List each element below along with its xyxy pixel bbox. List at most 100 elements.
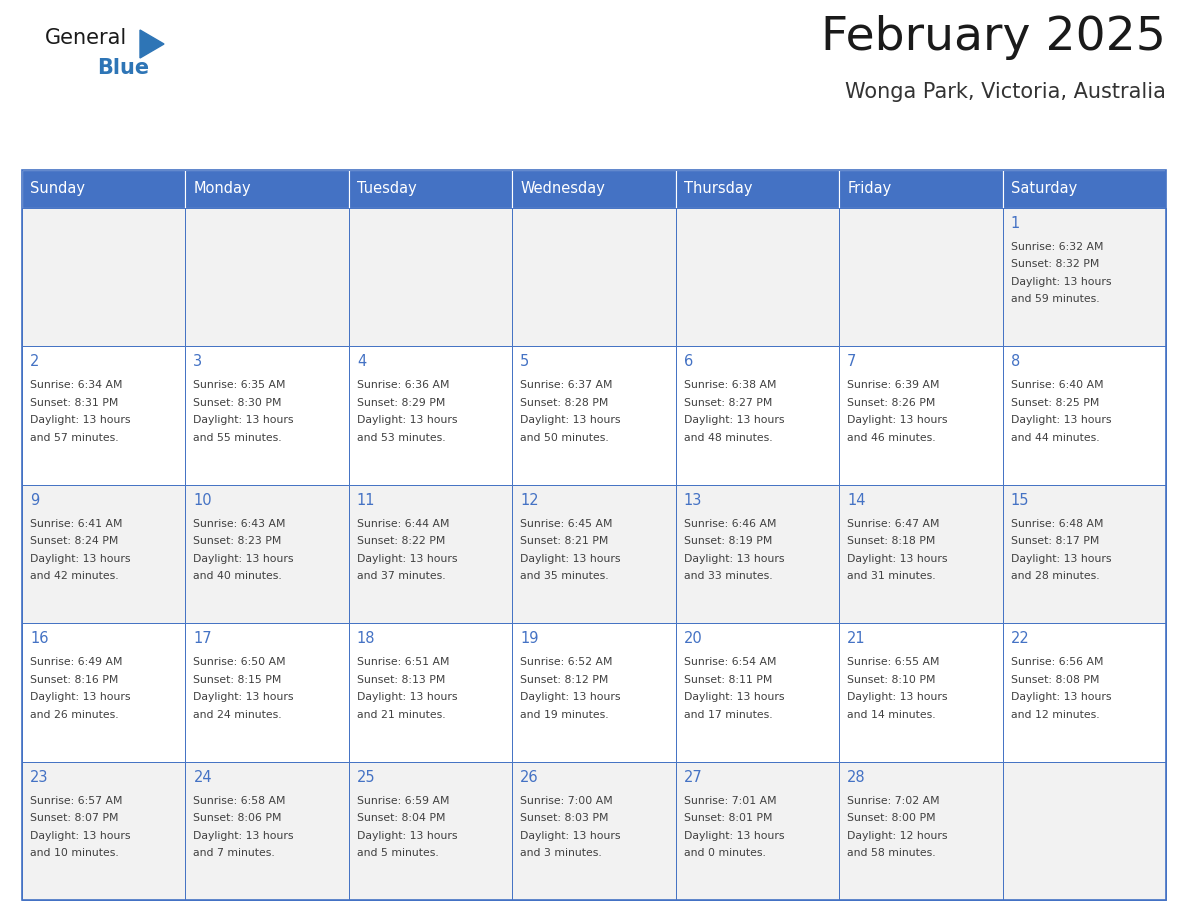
Text: 13: 13: [684, 493, 702, 508]
Text: Daylight: 13 hours: Daylight: 13 hours: [30, 692, 131, 702]
Bar: [349, 623, 512, 762]
Text: Friday: Friday: [847, 182, 891, 196]
Text: and 50 minutes.: and 50 minutes.: [520, 433, 609, 442]
Text: and 12 minutes.: and 12 minutes.: [1011, 710, 1099, 720]
Bar: [23, 208, 185, 346]
Text: Sunrise: 6:46 AM: Sunrise: 6:46 AM: [684, 519, 776, 529]
Text: Daylight: 13 hours: Daylight: 13 hours: [847, 692, 948, 702]
Bar: [23, 346, 185, 485]
Text: and 46 minutes.: and 46 minutes.: [847, 433, 936, 442]
Text: Sunrise: 7:02 AM: Sunrise: 7:02 AM: [847, 796, 940, 806]
Text: 4: 4: [356, 354, 366, 369]
Text: Sunset: 8:04 PM: Sunset: 8:04 PM: [356, 813, 446, 823]
Text: and 19 minutes.: and 19 minutes.: [520, 710, 609, 720]
Text: Sunset: 8:19 PM: Sunset: 8:19 PM: [684, 536, 772, 546]
Bar: [676, 623, 839, 762]
Text: 18: 18: [356, 632, 375, 646]
Text: Sunset: 8:10 PM: Sunset: 8:10 PM: [847, 675, 936, 685]
Text: Sunset: 8:18 PM: Sunset: 8:18 PM: [847, 536, 935, 546]
Text: General: General: [45, 28, 127, 48]
Text: 17: 17: [194, 632, 211, 646]
Bar: [512, 346, 676, 485]
Text: 5: 5: [520, 354, 530, 369]
Bar: [349, 346, 512, 485]
Text: Sunrise: 6:50 AM: Sunrise: 6:50 AM: [194, 657, 286, 667]
Text: and 28 minutes.: and 28 minutes.: [1011, 571, 1099, 581]
Text: Sunrise: 6:40 AM: Sunrise: 6:40 AM: [1011, 380, 1104, 390]
Bar: [1003, 170, 1165, 208]
Text: 6: 6: [684, 354, 693, 369]
Text: 21: 21: [847, 632, 866, 646]
Text: 20: 20: [684, 632, 702, 646]
Text: Sunrise: 6:52 AM: Sunrise: 6:52 AM: [520, 657, 613, 667]
Text: and 0 minutes.: and 0 minutes.: [684, 848, 765, 858]
Text: 23: 23: [30, 769, 49, 785]
Text: Sunrise: 6:45 AM: Sunrise: 6:45 AM: [520, 519, 613, 529]
Text: Sunrise: 7:01 AM: Sunrise: 7:01 AM: [684, 796, 776, 806]
Bar: [23, 623, 185, 762]
Text: 16: 16: [30, 632, 49, 646]
Text: Sunset: 8:17 PM: Sunset: 8:17 PM: [1011, 536, 1099, 546]
Text: Sunset: 8:16 PM: Sunset: 8:16 PM: [30, 675, 119, 685]
Text: and 10 minutes.: and 10 minutes.: [30, 848, 119, 858]
Bar: [839, 346, 1003, 485]
Text: 8: 8: [1011, 354, 1019, 369]
Text: Daylight: 13 hours: Daylight: 13 hours: [1011, 554, 1111, 564]
Text: Sunset: 8:00 PM: Sunset: 8:00 PM: [847, 813, 936, 823]
Bar: [839, 623, 1003, 762]
Text: Sunset: 8:12 PM: Sunset: 8:12 PM: [520, 675, 608, 685]
Text: Sunrise: 6:58 AM: Sunrise: 6:58 AM: [194, 796, 286, 806]
Text: Sunday: Sunday: [30, 182, 86, 196]
Text: Sunset: 8:15 PM: Sunset: 8:15 PM: [194, 675, 282, 685]
Text: February 2025: February 2025: [821, 15, 1165, 60]
Text: Daylight: 13 hours: Daylight: 13 hours: [520, 416, 621, 425]
Text: 27: 27: [684, 769, 702, 785]
Bar: [839, 762, 1003, 900]
Text: and 40 minutes.: and 40 minutes.: [194, 571, 283, 581]
Bar: [185, 623, 349, 762]
Bar: [512, 485, 676, 623]
Text: and 24 minutes.: and 24 minutes.: [194, 710, 282, 720]
Text: 24: 24: [194, 769, 211, 785]
Text: Sunrise: 6:35 AM: Sunrise: 6:35 AM: [194, 380, 286, 390]
Bar: [839, 170, 1003, 208]
Text: and 42 minutes.: and 42 minutes.: [30, 571, 119, 581]
Text: 11: 11: [356, 493, 375, 508]
Text: Daylight: 13 hours: Daylight: 13 hours: [356, 692, 457, 702]
Text: Sunrise: 6:47 AM: Sunrise: 6:47 AM: [847, 519, 940, 529]
Bar: [185, 762, 349, 900]
Text: Sunrise: 6:36 AM: Sunrise: 6:36 AM: [356, 380, 449, 390]
Bar: [23, 762, 185, 900]
Bar: [23, 170, 185, 208]
Text: 14: 14: [847, 493, 866, 508]
Text: and 48 minutes.: and 48 minutes.: [684, 433, 772, 442]
Text: Wednesday: Wednesday: [520, 182, 605, 196]
Text: Sunset: 8:24 PM: Sunset: 8:24 PM: [30, 536, 119, 546]
Text: Daylight: 13 hours: Daylight: 13 hours: [684, 692, 784, 702]
Text: Sunset: 8:31 PM: Sunset: 8:31 PM: [30, 397, 119, 408]
Text: 9: 9: [30, 493, 39, 508]
Text: 1: 1: [1011, 216, 1019, 231]
Text: 15: 15: [1011, 493, 1029, 508]
Text: Sunrise: 6:48 AM: Sunrise: 6:48 AM: [1011, 519, 1104, 529]
Text: Thursday: Thursday: [684, 182, 752, 196]
Text: 3: 3: [194, 354, 202, 369]
Text: Sunset: 8:25 PM: Sunset: 8:25 PM: [1011, 397, 1099, 408]
Text: Daylight: 13 hours: Daylight: 13 hours: [1011, 277, 1111, 287]
Text: Sunset: 8:27 PM: Sunset: 8:27 PM: [684, 397, 772, 408]
Bar: [1003, 485, 1165, 623]
Text: Daylight: 13 hours: Daylight: 13 hours: [520, 692, 621, 702]
Text: Daylight: 13 hours: Daylight: 13 hours: [847, 416, 948, 425]
Bar: [839, 208, 1003, 346]
Text: Daylight: 13 hours: Daylight: 13 hours: [194, 554, 293, 564]
Text: Sunrise: 6:38 AM: Sunrise: 6:38 AM: [684, 380, 776, 390]
Bar: [512, 170, 676, 208]
Text: Daylight: 13 hours: Daylight: 13 hours: [356, 831, 457, 841]
Polygon shape: [140, 30, 164, 58]
Text: and 59 minutes.: and 59 minutes.: [1011, 295, 1099, 305]
Bar: [1003, 762, 1165, 900]
Text: and 55 minutes.: and 55 minutes.: [194, 433, 282, 442]
Text: Sunrise: 6:32 AM: Sunrise: 6:32 AM: [1011, 242, 1104, 252]
Text: Daylight: 12 hours: Daylight: 12 hours: [847, 831, 948, 841]
Text: Sunrise: 6:34 AM: Sunrise: 6:34 AM: [30, 380, 122, 390]
